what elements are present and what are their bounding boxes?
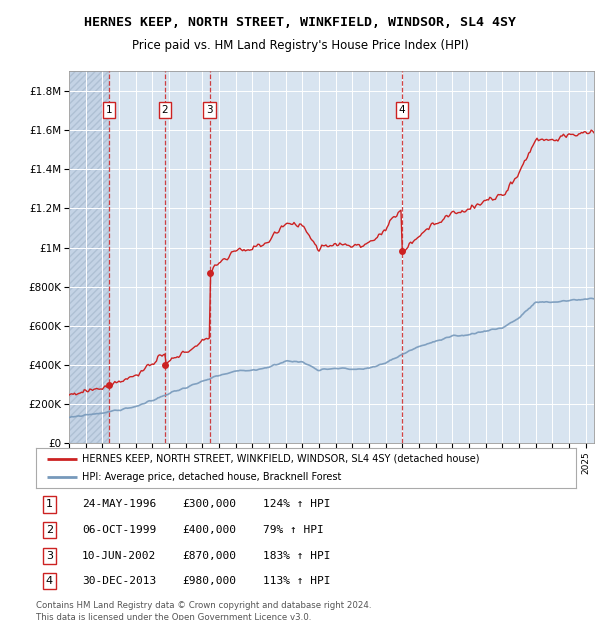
Text: 3: 3	[206, 105, 213, 115]
Text: 1: 1	[106, 105, 112, 115]
Text: HERNES KEEP, NORTH STREET, WINKFIELD, WINDSOR, SL4 4SY: HERNES KEEP, NORTH STREET, WINKFIELD, WI…	[84, 16, 516, 29]
Text: £400,000: £400,000	[182, 525, 236, 535]
Text: 30-DEC-2013: 30-DEC-2013	[82, 576, 156, 587]
Text: 1: 1	[46, 500, 53, 510]
Text: 4: 4	[399, 105, 406, 115]
Text: 124% ↑ HPI: 124% ↑ HPI	[263, 500, 330, 510]
Bar	[69, 71, 109, 443]
Text: 79% ↑ HPI: 79% ↑ HPI	[263, 525, 323, 535]
Text: 24-MAY-1996: 24-MAY-1996	[82, 500, 156, 510]
Text: 2: 2	[161, 105, 169, 115]
Text: Contains HM Land Registry data © Crown copyright and database right 2024.
This d: Contains HM Land Registry data © Crown c…	[36, 601, 371, 620]
Text: £300,000: £300,000	[182, 500, 236, 510]
Text: 113% ↑ HPI: 113% ↑ HPI	[263, 576, 330, 587]
Text: Price paid vs. HM Land Registry's House Price Index (HPI): Price paid vs. HM Land Registry's House …	[131, 39, 469, 52]
Text: 06-OCT-1999: 06-OCT-1999	[82, 525, 156, 535]
Text: £870,000: £870,000	[182, 551, 236, 560]
Text: 3: 3	[46, 551, 53, 560]
Text: £980,000: £980,000	[182, 576, 236, 587]
Text: HERNES KEEP, NORTH STREET, WINKFIELD, WINDSOR, SL4 4SY (detached house): HERNES KEEP, NORTH STREET, WINKFIELD, WI…	[82, 453, 479, 464]
Text: 183% ↑ HPI: 183% ↑ HPI	[263, 551, 330, 560]
Text: 2: 2	[46, 525, 53, 535]
Text: 4: 4	[46, 576, 53, 587]
Text: 10-JUN-2002: 10-JUN-2002	[82, 551, 156, 560]
Text: HPI: Average price, detached house, Bracknell Forest: HPI: Average price, detached house, Brac…	[82, 472, 341, 482]
